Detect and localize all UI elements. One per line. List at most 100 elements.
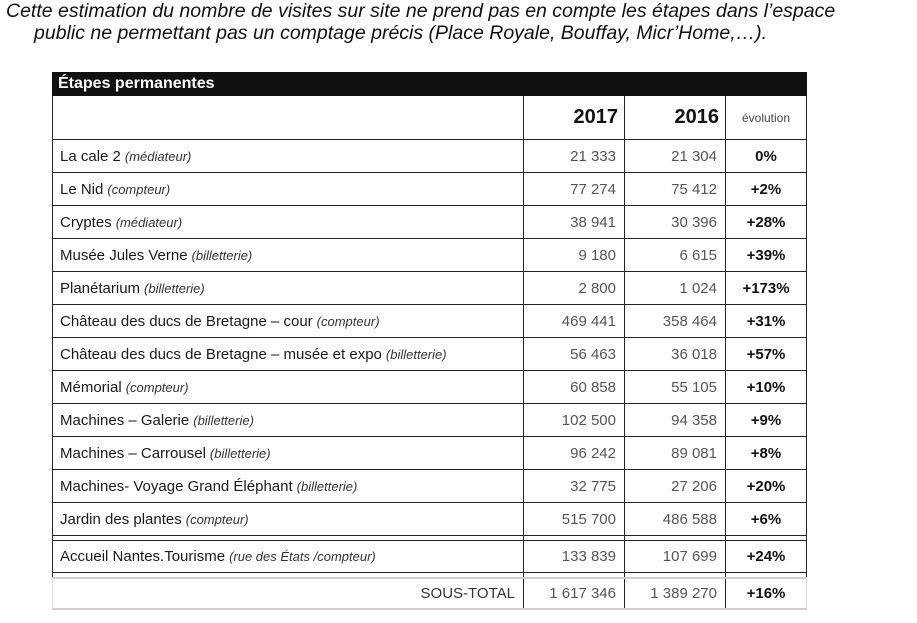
table-row: Cryptes (médiateur) 38 941 30 396 +28% (52, 206, 807, 239)
row-value-2017: 9 180 (524, 239, 625, 271)
table-row: Château des ducs de Bretagne – cour (comp… (52, 305, 807, 338)
table-row: Machines – Carrousel (billetterie) 96 242 8… (52, 437, 807, 470)
subtotal-2017: 1 617 346 (524, 579, 625, 608)
intro-note-line-2: public ne permettant pas un comptage pré… (34, 22, 768, 44)
row-value-2017: 77 274 (524, 173, 625, 205)
subtotal-2016: 1 389 270 (625, 579, 726, 608)
row-value-2016: 27 206 (625, 470, 726, 502)
visits-table: Étapes permanentes 2017 2016 évolution L… (52, 72, 807, 610)
row-source: (médiateur) (124, 148, 192, 164)
table-row: Machines- Voyage Grand Éléphant (billette… (52, 470, 807, 503)
intro-note: Cette estimation du nombre de visites su… (6, 0, 911, 44)
table-row: Machines – Galerie (billetterie) 102 500 94… (52, 404, 807, 437)
row-evolution: +2% (750, 180, 782, 198)
row-value-2016: 89 081 (625, 437, 726, 469)
row-name-text: Machines – Galerie (60, 411, 190, 429)
row-value-2016: 21 304 (625, 140, 726, 172)
row-evolution: +24% (746, 548, 786, 565)
row-name: Musée Jules Verne (billetterie) (53, 239, 524, 271)
row-name-text: Accueil Nantes.Tourisme (60, 548, 226, 565)
row-value-2017: 60 858 (524, 371, 625, 403)
header-evolution: évolution (741, 110, 791, 125)
row-value-2017: 96 242 (524, 437, 625, 469)
row-name-text: Cryptes (60, 213, 112, 231)
table-row-accueil: Accueil Nantes.Tourisme (rue des États /… (52, 540, 807, 573)
row-value-2017: 102 500 (524, 404, 625, 436)
table-row: Château des ducs de Bretagne – musée et … (52, 338, 807, 371)
row-evolution: +57% (746, 345, 786, 363)
row-evolution: +6% (750, 510, 782, 528)
row-name-text: Château des ducs de Bretagne – cour (60, 312, 313, 330)
row-value-2017: 2 800 (524, 272, 625, 304)
row-value-2016: 36 018 (625, 338, 726, 370)
row-name-text: Mémorial (60, 378, 122, 396)
header-name-cell (53, 96, 524, 139)
row-name-text: Le Nid (60, 180, 104, 198)
row-source: (billetterie) (385, 346, 447, 362)
table-row: Planétarium (billetterie) 2 800 1 024 +173% (52, 272, 807, 305)
row-source: (billetterie) (144, 280, 205, 296)
row-name: Machines – Galerie (billetterie) (53, 404, 524, 436)
row-evolution: +31% (746, 312, 786, 330)
row-source: (billetterie) (193, 412, 254, 428)
subtotal-evolution: +16% (746, 585, 786, 602)
row-evolution: +28% (746, 213, 786, 231)
row-source: (compteur) (125, 379, 189, 395)
header-row: 2017 2016 évolution (52, 96, 807, 140)
row-name-text: Machines- Voyage Grand Éléphant (60, 477, 293, 495)
row-value-2017: 469 441 (524, 305, 625, 337)
row-gap (52, 536, 807, 540)
row-source: (rue des États /compteur) (229, 549, 376, 564)
header-2017: 2017 (524, 96, 625, 139)
row-value-2016: 94 358 (625, 404, 726, 436)
row-value-2016: 358 464 (625, 305, 726, 337)
row-name: Machines – Carrousel (billetterie) (53, 437, 524, 469)
row-name: Le Nid (compteur) (53, 173, 524, 205)
row-evolution: +173% (742, 279, 790, 297)
row-value-2016: 55 105 (625, 371, 726, 403)
row-value-2016: 75 412 (625, 173, 726, 205)
row-value-2017: 32 775 (524, 470, 625, 502)
row-value-2017: 38 941 (524, 206, 625, 238)
row-name-text: Musée Jules Verne (60, 246, 188, 264)
row-name: Mémorial (compteur) (53, 371, 524, 403)
row-value-2016: 30 396 (625, 206, 726, 238)
row-source: (compteur) (185, 511, 249, 527)
row-name-text: Machines – Carrousel (60, 444, 206, 462)
table-row: Musée Jules Verne (billetterie) 9 180 6 615… (52, 239, 807, 272)
header-2016: 2016 (625, 96, 726, 139)
row-name-text: Château des ducs de Bretagne – musée et … (60, 345, 382, 363)
row-value-2016: 1 024 (625, 272, 726, 304)
row-value-2016: 6 615 (625, 239, 726, 271)
row-name: Machines- Voyage Grand Éléphant (billette… (53, 470, 524, 502)
row-value-2017: 133 839 (524, 541, 625, 572)
row-evolution: +20% (746, 477, 786, 495)
row-name: Planétarium (billetterie) (53, 272, 524, 304)
table-row: La cale 2 (médiateur) 21 333 21 304 0% (52, 140, 807, 173)
row-name-text: Planétarium (60, 279, 141, 297)
row-source: (billetterie) (209, 445, 271, 461)
table-title: Étapes permanentes (52, 72, 807, 96)
row-value-2017: 515 700 (524, 503, 625, 535)
row-name: La cale 2 (médiateur) (53, 140, 524, 172)
row-source: (compteur) (107, 181, 171, 197)
row-value-2017: 21 333 (524, 140, 625, 172)
row-evolution: +8% (750, 444, 782, 462)
row-source: (billetterie) (191, 247, 253, 263)
subtotal-label: SOUS-TOTAL (53, 579, 524, 608)
row-evolution: +10% (746, 378, 786, 396)
table-row-subtotal: SOUS-TOTAL 1 617 346 1 389 270 +16% (52, 577, 807, 610)
row-name: Accueil Nantes.Tourisme (rue des États /… (53, 541, 524, 572)
row-source: (billetterie) (296, 478, 358, 494)
row-evolution: +39% (746, 246, 786, 264)
intro-note-line-1: Cette estimation du nombre de visites su… (6, 0, 836, 22)
row-source: (médiateur) (115, 214, 183, 230)
row-name: Château des ducs de Bretagne – musée et … (53, 338, 524, 370)
row-evolution: 0% (755, 147, 777, 165)
row-gap (52, 573, 807, 577)
row-value-2016: 107 699 (625, 541, 726, 572)
row-name-text: Jardin des plantes (60, 510, 182, 528)
table-row: Mémorial (compteur) 60 858 55 105 +10% (52, 371, 807, 404)
row-name: Cryptes (médiateur) (53, 206, 524, 238)
row-name-text: La cale 2 (60, 147, 121, 165)
